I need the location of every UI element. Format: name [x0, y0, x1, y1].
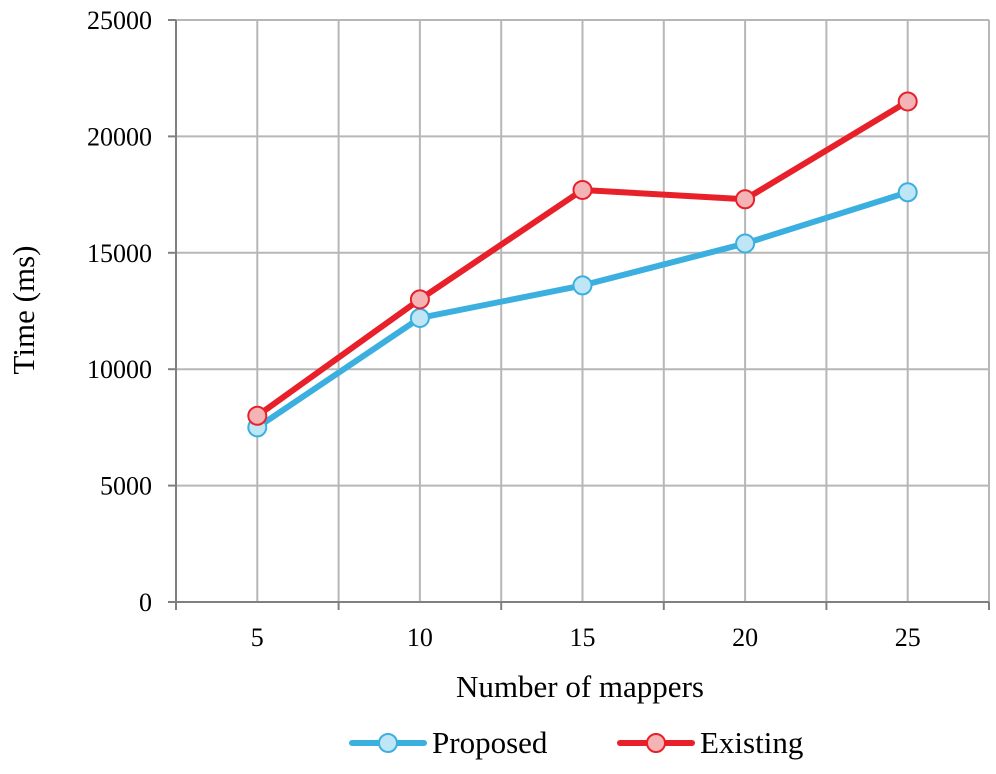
data-point-existing	[572, 179, 593, 200]
x-tick-label: 15	[570, 623, 596, 652]
legend-label-proposed: Proposed	[432, 725, 548, 760]
y-tick-label: 15000	[87, 239, 152, 268]
legend-item-existing: Existing	[617, 725, 803, 760]
legend-label-existing: Existing	[700, 725, 803, 760]
y-tick-label: 0	[139, 588, 152, 617]
axes	[168, 19, 990, 610]
gridlines	[176, 19, 990, 602]
x-tick-labels: 5 10 15 20 25	[251, 623, 921, 652]
y-tick-label: 5000	[100, 472, 152, 501]
data-point-proposed	[572, 275, 593, 296]
series-lines	[247, 91, 918, 438]
x-tick-label: 5	[251, 623, 264, 652]
data-point-existing	[247, 405, 268, 426]
y-tick-label: 10000	[87, 355, 152, 384]
x-axis-title: Number of mappers	[456, 669, 704, 704]
x-tick-label: 10	[407, 623, 433, 652]
data-point-proposed	[735, 233, 756, 254]
y-tick-label: 25000	[87, 6, 152, 35]
legend: Proposed Existing	[349, 725, 803, 760]
legend-marker-proposed	[378, 733, 398, 753]
data-point-proposed	[897, 182, 918, 203]
y-tick-labels: 0 5000 10000 15000 20000 25000	[87, 6, 152, 617]
data-point-existing	[897, 91, 918, 112]
data-point-proposed	[409, 307, 430, 328]
x-tick-label: 25	[895, 623, 921, 652]
legend-marker-existing	[646, 733, 666, 753]
series-existing	[247, 91, 918, 426]
data-point-existing	[409, 289, 430, 310]
y-tick-label: 20000	[87, 122, 152, 151]
x-tick-label: 20	[732, 623, 758, 652]
y-axis-title: Time (ms)	[6, 246, 41, 375]
legend-item-proposed: Proposed	[349, 725, 548, 760]
data-point-existing	[735, 189, 756, 210]
